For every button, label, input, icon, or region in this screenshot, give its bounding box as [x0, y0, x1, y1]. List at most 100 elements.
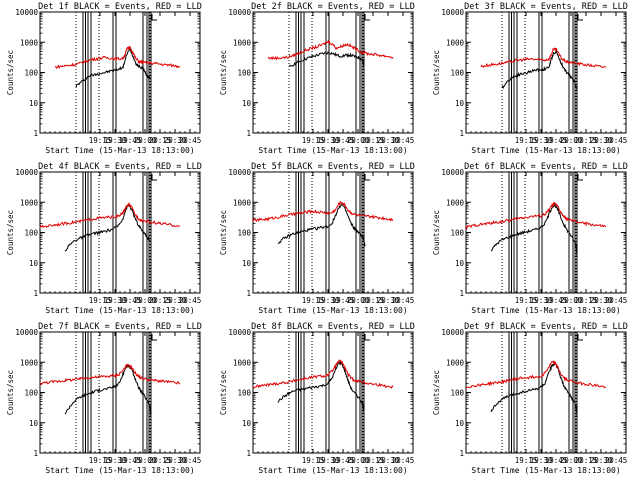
x-tick-label: 20:45 [392, 296, 415, 305]
detector-panel-8: Det 8f BLACK = Events, RED = LLD 1 10 100 10… [219, 322, 415, 475]
y-tick-label: 1000 [446, 358, 465, 367]
plot-frame [252, 331, 414, 454]
x-axis-label: Start Time (15-Mar-13 18:13:00) [471, 466, 620, 475]
y-tick-label: 1000 [446, 38, 465, 47]
y-tick-label: 10000 [15, 168, 38, 177]
chart-title: Det 4f BLACK = Events, RED = LLD [38, 162, 202, 172]
x-tick-label: 19:45 [332, 136, 355, 145]
x-tick-label: 20:45 [605, 136, 628, 145]
y-tick-label: 100 [450, 389, 464, 398]
y-tick-label: 10000 [228, 8, 251, 17]
y-tick-label: 10 [455, 259, 465, 268]
y-tick-label: 1 [246, 129, 251, 138]
x-tick-label: 19:30 [104, 456, 127, 465]
x-tick-label: 19:45 [119, 296, 142, 305]
lld-series-line [465, 360, 607, 389]
x-tick-label: 20:45 [179, 456, 202, 465]
y-tick-label: 1 [459, 129, 464, 138]
y-tick-label: 1000 [233, 358, 252, 367]
events-series-line [277, 203, 366, 247]
x-tick-label: 19:30 [530, 136, 553, 145]
x-tick-label: 19:45 [545, 456, 568, 465]
chart-title: Det 6f BLACK = Events, RED = LLD [464, 162, 628, 172]
x-tick-label: 20:15 [149, 456, 172, 465]
y-tick-label: 10000 [441, 328, 464, 337]
x-tick-label: 20:00 [560, 296, 583, 305]
x-tick-label: 20:00 [560, 456, 583, 465]
x-tick-label: 20:45 [605, 296, 628, 305]
y-tick-label: 1000 [233, 198, 252, 207]
x-axis-label: Start Time (15-Mar-13 18:13:00) [45, 306, 194, 315]
x-tick-label: 19:30 [317, 296, 340, 305]
plot-frame [465, 11, 627, 134]
events-series-line [64, 204, 151, 252]
y-axis-label: Counts/sec [219, 50, 228, 95]
y-tick-label: 10000 [441, 8, 464, 17]
x-axis-label: Start Time (15-Mar-13 18:13:00) [45, 466, 194, 475]
lld-series-line [267, 40, 394, 61]
lld-series-line [39, 201, 181, 229]
x-tick-label: 19:30 [104, 136, 127, 145]
y-tick-label: 1 [459, 289, 464, 298]
x-tick-label: 19:15 [89, 136, 112, 145]
detector-panel-4: Det 4f BLACK = Events, RED = LLD 1 10 100 10… [6, 162, 202, 315]
y-axis-label: Counts/sec [432, 50, 441, 95]
y-tick-label: 1 [246, 449, 251, 458]
y-tick-label: 10 [29, 99, 39, 108]
events-series-line [277, 359, 365, 414]
plot-frame [465, 171, 627, 294]
x-tick-label: 20:30 [164, 296, 187, 305]
y-tick-label: 100 [24, 69, 38, 78]
events-series-line [501, 50, 578, 91]
y-tick-label: 1000 [20, 38, 39, 47]
x-tick-label: 20:00 [347, 136, 370, 145]
detector-panel-6: Det 6f BLACK = Events, RED = LLD 1 10 100 10… [432, 162, 628, 315]
y-axis-label: Counts/sec [432, 370, 441, 415]
y-tick-label: 10000 [15, 8, 38, 17]
x-axis-label: Start Time (15-Mar-13 18:13:00) [471, 306, 620, 315]
x-tick-label: 20:45 [392, 456, 415, 465]
x-tick-label: 19:30 [530, 296, 553, 305]
y-tick-label: 10 [29, 259, 39, 268]
x-tick-label: 19:45 [119, 136, 142, 145]
x-axis-label: Start Time (15-Mar-13 18:13:00) [258, 466, 407, 475]
y-axis-label: Counts/sec [432, 210, 441, 255]
bracket-marker [364, 14, 370, 21]
x-tick-label: 19:30 [317, 136, 340, 145]
y-tick-label: 100 [237, 389, 251, 398]
y-tick-label: 10 [455, 99, 465, 108]
chart-title: Det 3f BLACK = Events, RED = LLD [464, 2, 628, 12]
x-tick-label: 19:45 [545, 136, 568, 145]
x-tick-label: 20:30 [377, 136, 400, 145]
x-tick-label: 20:15 [575, 296, 598, 305]
x-tick-label: 20:15 [362, 136, 385, 145]
x-tick-label: 20:30 [164, 456, 187, 465]
y-tick-label: 1 [33, 289, 38, 298]
x-tick-label: 19:45 [119, 456, 142, 465]
y-tick-label: 10 [455, 419, 465, 428]
plot-frame [252, 171, 414, 294]
detector-panel-7: Det 7f BLACK = Events, RED = LLD 1 10 100 10… [6, 322, 202, 475]
lld-series-line [252, 200, 394, 223]
y-axis-label: Counts/sec [6, 210, 15, 255]
y-tick-label: 100 [237, 229, 251, 238]
x-tick-label: 19:45 [545, 296, 568, 305]
lld-series-line [252, 359, 394, 389]
y-tick-label: 100 [450, 229, 464, 238]
y-tick-label: 10 [242, 419, 252, 428]
y-tick-label: 1000 [20, 358, 39, 367]
x-tick-label: 20:30 [377, 456, 400, 465]
y-tick-label: 100 [24, 389, 38, 398]
y-axis-label: Counts/sec [219, 370, 228, 415]
chart-title: Det 7f BLACK = Events, RED = LLD [38, 322, 202, 332]
detector-panel-1: Det 1f BLACK = Events, RED = LLD 1 10 100 10… [6, 2, 202, 155]
x-tick-label: 19:15 [515, 456, 538, 465]
y-tick-label: 10000 [441, 168, 464, 177]
x-tick-label: 19:15 [89, 456, 112, 465]
x-tick-label: 19:15 [89, 296, 112, 305]
y-tick-label: 10 [29, 419, 39, 428]
x-tick-label: 20:00 [134, 136, 157, 145]
x-tick-label: 20:00 [347, 456, 370, 465]
chart-title: Det 8f BLACK = Events, RED = LLD [251, 322, 415, 332]
